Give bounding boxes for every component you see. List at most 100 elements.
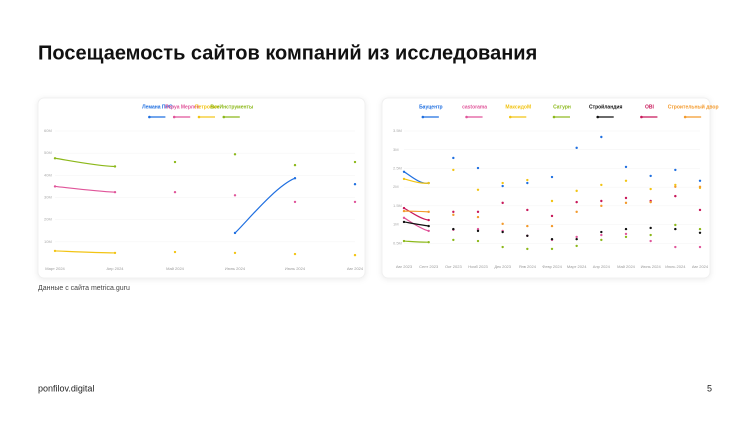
data-point	[575, 210, 578, 214]
x-tick-label: Дек 2023	[494, 264, 511, 269]
x-tick-label: Февр 2024	[542, 264, 562, 269]
legend-dot	[172, 115, 176, 119]
series-line	[403, 207, 429, 221]
data-point	[353, 183, 357, 186]
data-point	[698, 179, 702, 182]
legend-label: Строительный двор	[668, 103, 719, 110]
data-point	[427, 218, 430, 222]
x-tick-label: Июль 2024	[285, 266, 306, 271]
legend-label: Петрович	[195, 104, 219, 110]
data-point	[402, 177, 406, 181]
data-point	[674, 185, 677, 188]
x-tick-label: Авг 2024	[347, 266, 364, 271]
data-point	[649, 174, 652, 178]
data-point	[575, 200, 578, 204]
page-number: 5	[707, 383, 712, 393]
data-point	[698, 227, 702, 231]
data-point	[452, 238, 455, 242]
x-tick-label: Май 2024	[166, 266, 185, 271]
data-point	[674, 227, 677, 231]
data-point	[698, 208, 702, 212]
x-tick-label: Нояб 2023	[468, 264, 488, 269]
x-tick-label: Июль 2024	[665, 264, 686, 269]
series-line	[403, 240, 429, 243]
data-point	[452, 168, 455, 172]
data-point	[624, 235, 628, 239]
x-tick-label: Март 2024	[567, 264, 587, 269]
data-point	[233, 231, 237, 235]
y-tick-label: 0.5M	[393, 240, 402, 245]
data-point	[600, 199, 603, 203]
data-point	[353, 200, 357, 204]
data-point	[526, 178, 529, 182]
data-point	[402, 239, 406, 243]
data-point	[452, 227, 455, 231]
data-point	[427, 181, 430, 185]
series-line	[54, 250, 116, 254]
legend-label: Стройландия	[589, 103, 622, 110]
data-point	[233, 251, 237, 255]
data-point	[550, 237, 554, 241]
legend-label: Лемана ПРО	[142, 104, 173, 110]
legend-label: ВсеИнструменты	[210, 104, 253, 110]
x-tick-label: Авг 2023	[396, 264, 413, 269]
data-point	[526, 181, 529, 185]
data-point	[526, 208, 529, 212]
y-tick-label: 2.5M	[393, 165, 402, 170]
data-point	[113, 165, 117, 168]
data-point	[53, 157, 57, 160]
data-point	[476, 239, 480, 243]
data-point	[550, 214, 554, 218]
y-tick-label: 3.5M	[393, 128, 402, 133]
data-point	[698, 185, 702, 188]
data-point	[575, 237, 578, 241]
x-tick-label: Май 2024	[617, 264, 636, 269]
chart-card	[37, 97, 366, 279]
data-point	[476, 188, 480, 191]
y-tick-label: 60M	[44, 128, 52, 133]
data-point	[53, 185, 57, 188]
data-point	[624, 201, 628, 205]
data-point	[173, 190, 177, 194]
legend-dot	[421, 115, 425, 119]
brand: ponfilov.digital	[38, 383, 94, 393]
data-point	[624, 165, 628, 169]
data-point	[402, 209, 406, 213]
data-point	[649, 200, 652, 204]
series-line	[234, 177, 296, 234]
data-point	[624, 227, 628, 231]
data-point	[550, 224, 554, 228]
data-point	[649, 187, 652, 191]
data-point	[233, 194, 237, 197]
y-tick-label: 20M	[44, 217, 52, 222]
legend-dot	[640, 115, 643, 119]
data-point	[353, 160, 357, 164]
data-point	[600, 183, 603, 187]
series-line	[403, 221, 429, 227]
legend-label: Леруа Мерлен	[165, 104, 200, 110]
legend-label: Сатурн	[553, 104, 571, 110]
data-point	[624, 179, 628, 182]
legend-dot	[683, 115, 687, 119]
data-point	[526, 247, 529, 251]
data-point	[113, 190, 117, 194]
data-point	[113, 251, 117, 255]
data-point	[452, 210, 455, 214]
data-point	[427, 240, 430, 244]
data-point	[600, 135, 603, 139]
legend-dot	[552, 115, 556, 119]
data-point	[501, 181, 504, 185]
data-point	[600, 233, 603, 237]
data-point	[674, 183, 677, 187]
data-point	[452, 213, 455, 217]
series-line	[54, 185, 116, 193]
data-point	[402, 216, 406, 220]
data-point	[649, 233, 652, 237]
data-point	[452, 156, 455, 160]
x-tick-label: Апр 2024	[593, 264, 611, 269]
legend-label: МаксидоМ	[505, 104, 531, 110]
y-tick-label: 1.5M	[393, 203, 402, 208]
data-point	[476, 229, 480, 233]
y-tick-label: 40M	[44, 172, 52, 177]
